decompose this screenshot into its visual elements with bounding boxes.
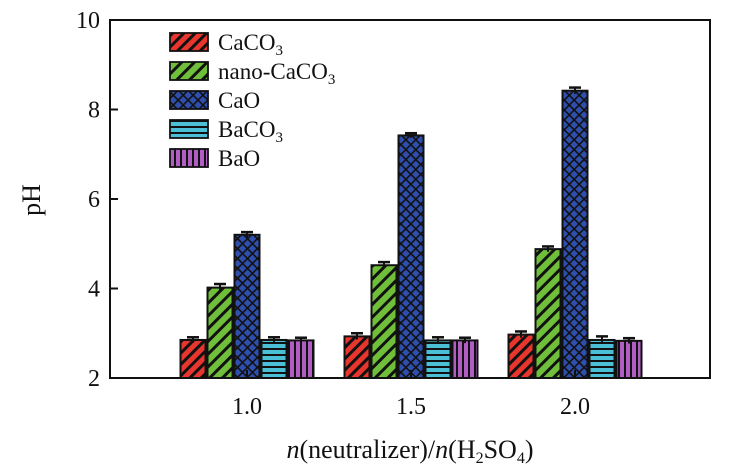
bar-cao-1-0: [233, 233, 261, 379]
x-title-part1: (neutralizer)/: [299, 435, 435, 464]
bar-baco3-2-0: [588, 338, 616, 379]
x-title-part4: ): [525, 435, 534, 464]
legend-label-caco3: CaCO3: [218, 30, 283, 59]
legend-label-nano-caco3: nano-CaCO3: [218, 59, 335, 88]
x-axis-ticks: 1.0 1.5 2.0: [232, 370, 590, 420]
legend-label-bao: BaO: [218, 146, 260, 171]
x-tick-label: 1.0: [232, 394, 262, 420]
legend-swatch-nano-caco3: [169, 61, 209, 81]
error-bars-layer: [187, 86, 635, 344]
x-title-n1: n: [286, 435, 299, 464]
y-axis-title: pH: [17, 184, 46, 216]
bar-baco3-1-5: [424, 339, 452, 380]
bar-nano-caco3-1-0: [206, 286, 234, 380]
y-tick-label: 4: [88, 277, 100, 303]
bar-nano-caco3-2-0: [534, 248, 562, 379]
bar-cao-1-5: [397, 134, 425, 379]
bar-baco3-1-0: [260, 338, 288, 379]
bar-caco3-1-0: [179, 338, 207, 379]
bar-bao-1-5: [451, 339, 479, 380]
legend-swatch-caco3: [169, 32, 209, 52]
legend-label-cao: CaO: [218, 88, 260, 113]
y-tick-label: 6: [88, 187, 100, 213]
bar-cao-2-0: [561, 89, 589, 380]
x-title-sub2: 4: [517, 450, 525, 467]
x-title-part3: SO: [484, 435, 517, 464]
bar-bao-2-0: [615, 339, 643, 380]
x-title-part2: (H: [448, 435, 476, 464]
x-tick-label: 1.5: [396, 394, 426, 420]
y-tick-label: 8: [88, 98, 100, 124]
legend-swatch-baco3: [169, 119, 209, 139]
y-axis-ticks: 2 4 6 8 10: [76, 8, 118, 392]
x-tick-label: 2.0: [560, 394, 590, 420]
bar-bao-1-0: [287, 339, 315, 380]
x-title-sub1: 2: [476, 450, 484, 467]
bar-caco3-1-5: [343, 335, 371, 380]
x-title-n2: n: [435, 435, 448, 464]
bar-caco3-2-0: [507, 333, 535, 379]
bar-nano-caco3-1-5: [370, 264, 398, 380]
y-tick-label: 10: [76, 8, 100, 34]
legend-label-baco3: BaCO3: [218, 117, 283, 146]
x-axis-title: n(neutralizer)/n(H2SO4): [286, 435, 533, 467]
legend-swatch-cao: [169, 90, 209, 110]
y-tick-label: 2: [88, 366, 100, 392]
legend-swatch-bao: [169, 148, 209, 168]
